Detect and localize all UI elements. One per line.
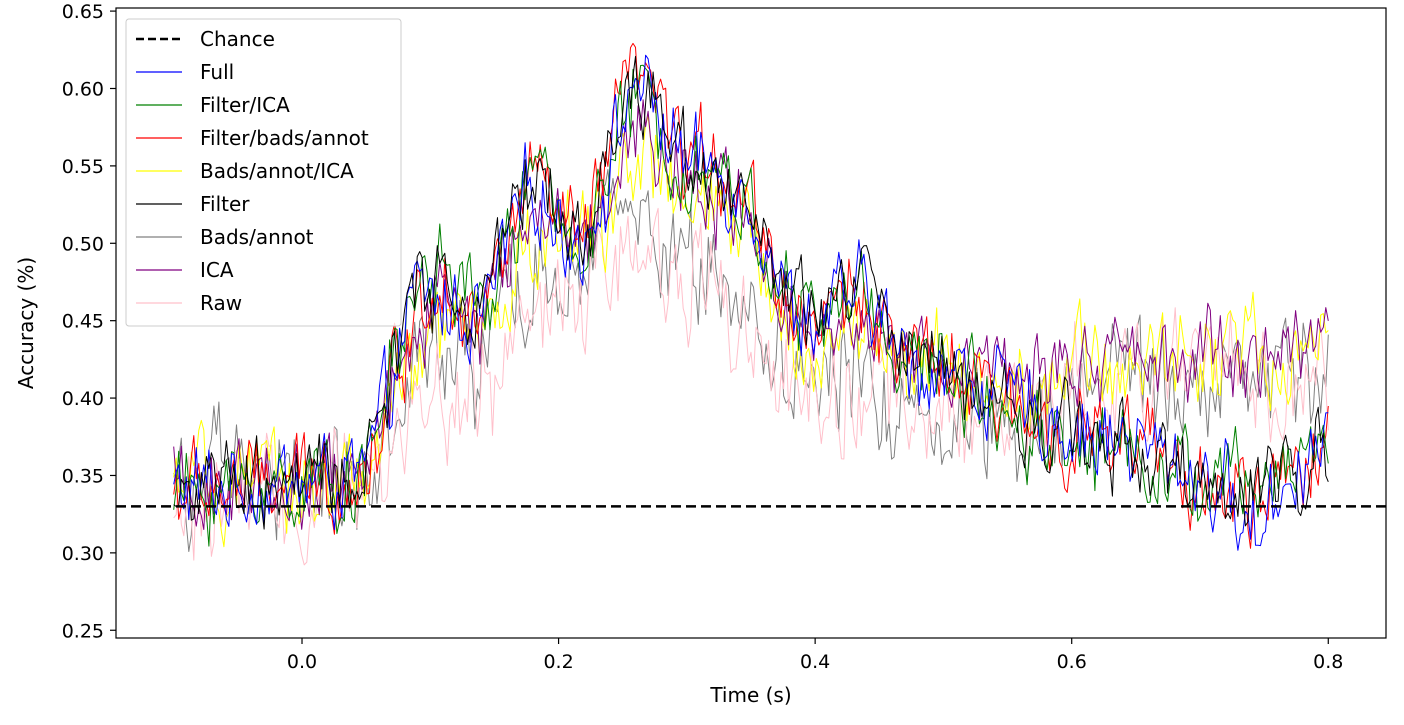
- legend-label: Filter/bads/annot: [200, 126, 369, 150]
- legend-label: Filter: [200, 192, 250, 216]
- legend-label: Bads/annot: [200, 225, 314, 249]
- x-tick-label: 0.6: [1057, 651, 1087, 673]
- y-tick-label: 0.25: [62, 620, 104, 642]
- x-axis-ticks: 0.0 0.2 0.4 0.6 0.8: [287, 638, 1343, 673]
- legend-label: ICA: [200, 258, 234, 282]
- y-tick-label: 0.65: [62, 1, 104, 23]
- x-tick-label: 0.0: [287, 651, 317, 673]
- y-tick-label: 0.50: [62, 233, 104, 255]
- y-tick-label: 0.45: [62, 311, 104, 333]
- y-tick-label: 0.30: [62, 543, 104, 565]
- legend-box: [125, 18, 402, 327]
- y-axis-label: Accuracy (%): [14, 257, 38, 389]
- y-tick-label: 0.35: [62, 465, 104, 487]
- y-tick-label: 0.60: [62, 78, 104, 100]
- plot-frame: [115, 7, 1387, 639]
- series-layer: [173, 42, 1329, 566]
- legend: Chance Full Filter/ICA Filter/bads/annot Bad…: [125, 18, 402, 327]
- x-tick-label: 0.4: [800, 651, 830, 673]
- y-tick-label: 0.40: [62, 388, 104, 410]
- legend-label: Raw: [200, 291, 242, 315]
- legend-label: Chance: [200, 27, 275, 51]
- legend-items: Chance Full Filter/ICA Filter/bads/annot Bad…: [136, 27, 369, 315]
- x-tick-label: 0.8: [1313, 651, 1343, 673]
- y-tick-label: 0.55: [62, 156, 104, 178]
- x-tick-label: 0.2: [543, 651, 573, 673]
- legend-label: Filter/ICA: [200, 93, 290, 117]
- legend-label: Bads/annot/ICA: [200, 159, 354, 183]
- series-line-filter: [173, 55, 1329, 530]
- legend-label: Full: [200, 60, 234, 84]
- series-line-bads-annot-ica: [173, 115, 1329, 548]
- y-axis-ticks: 0.25 0.30 0.35 0.40 0.45 0.50 0.55 0.60 0.65: [62, 1, 116, 642]
- x-axis-label: Time (s): [709, 683, 791, 707]
